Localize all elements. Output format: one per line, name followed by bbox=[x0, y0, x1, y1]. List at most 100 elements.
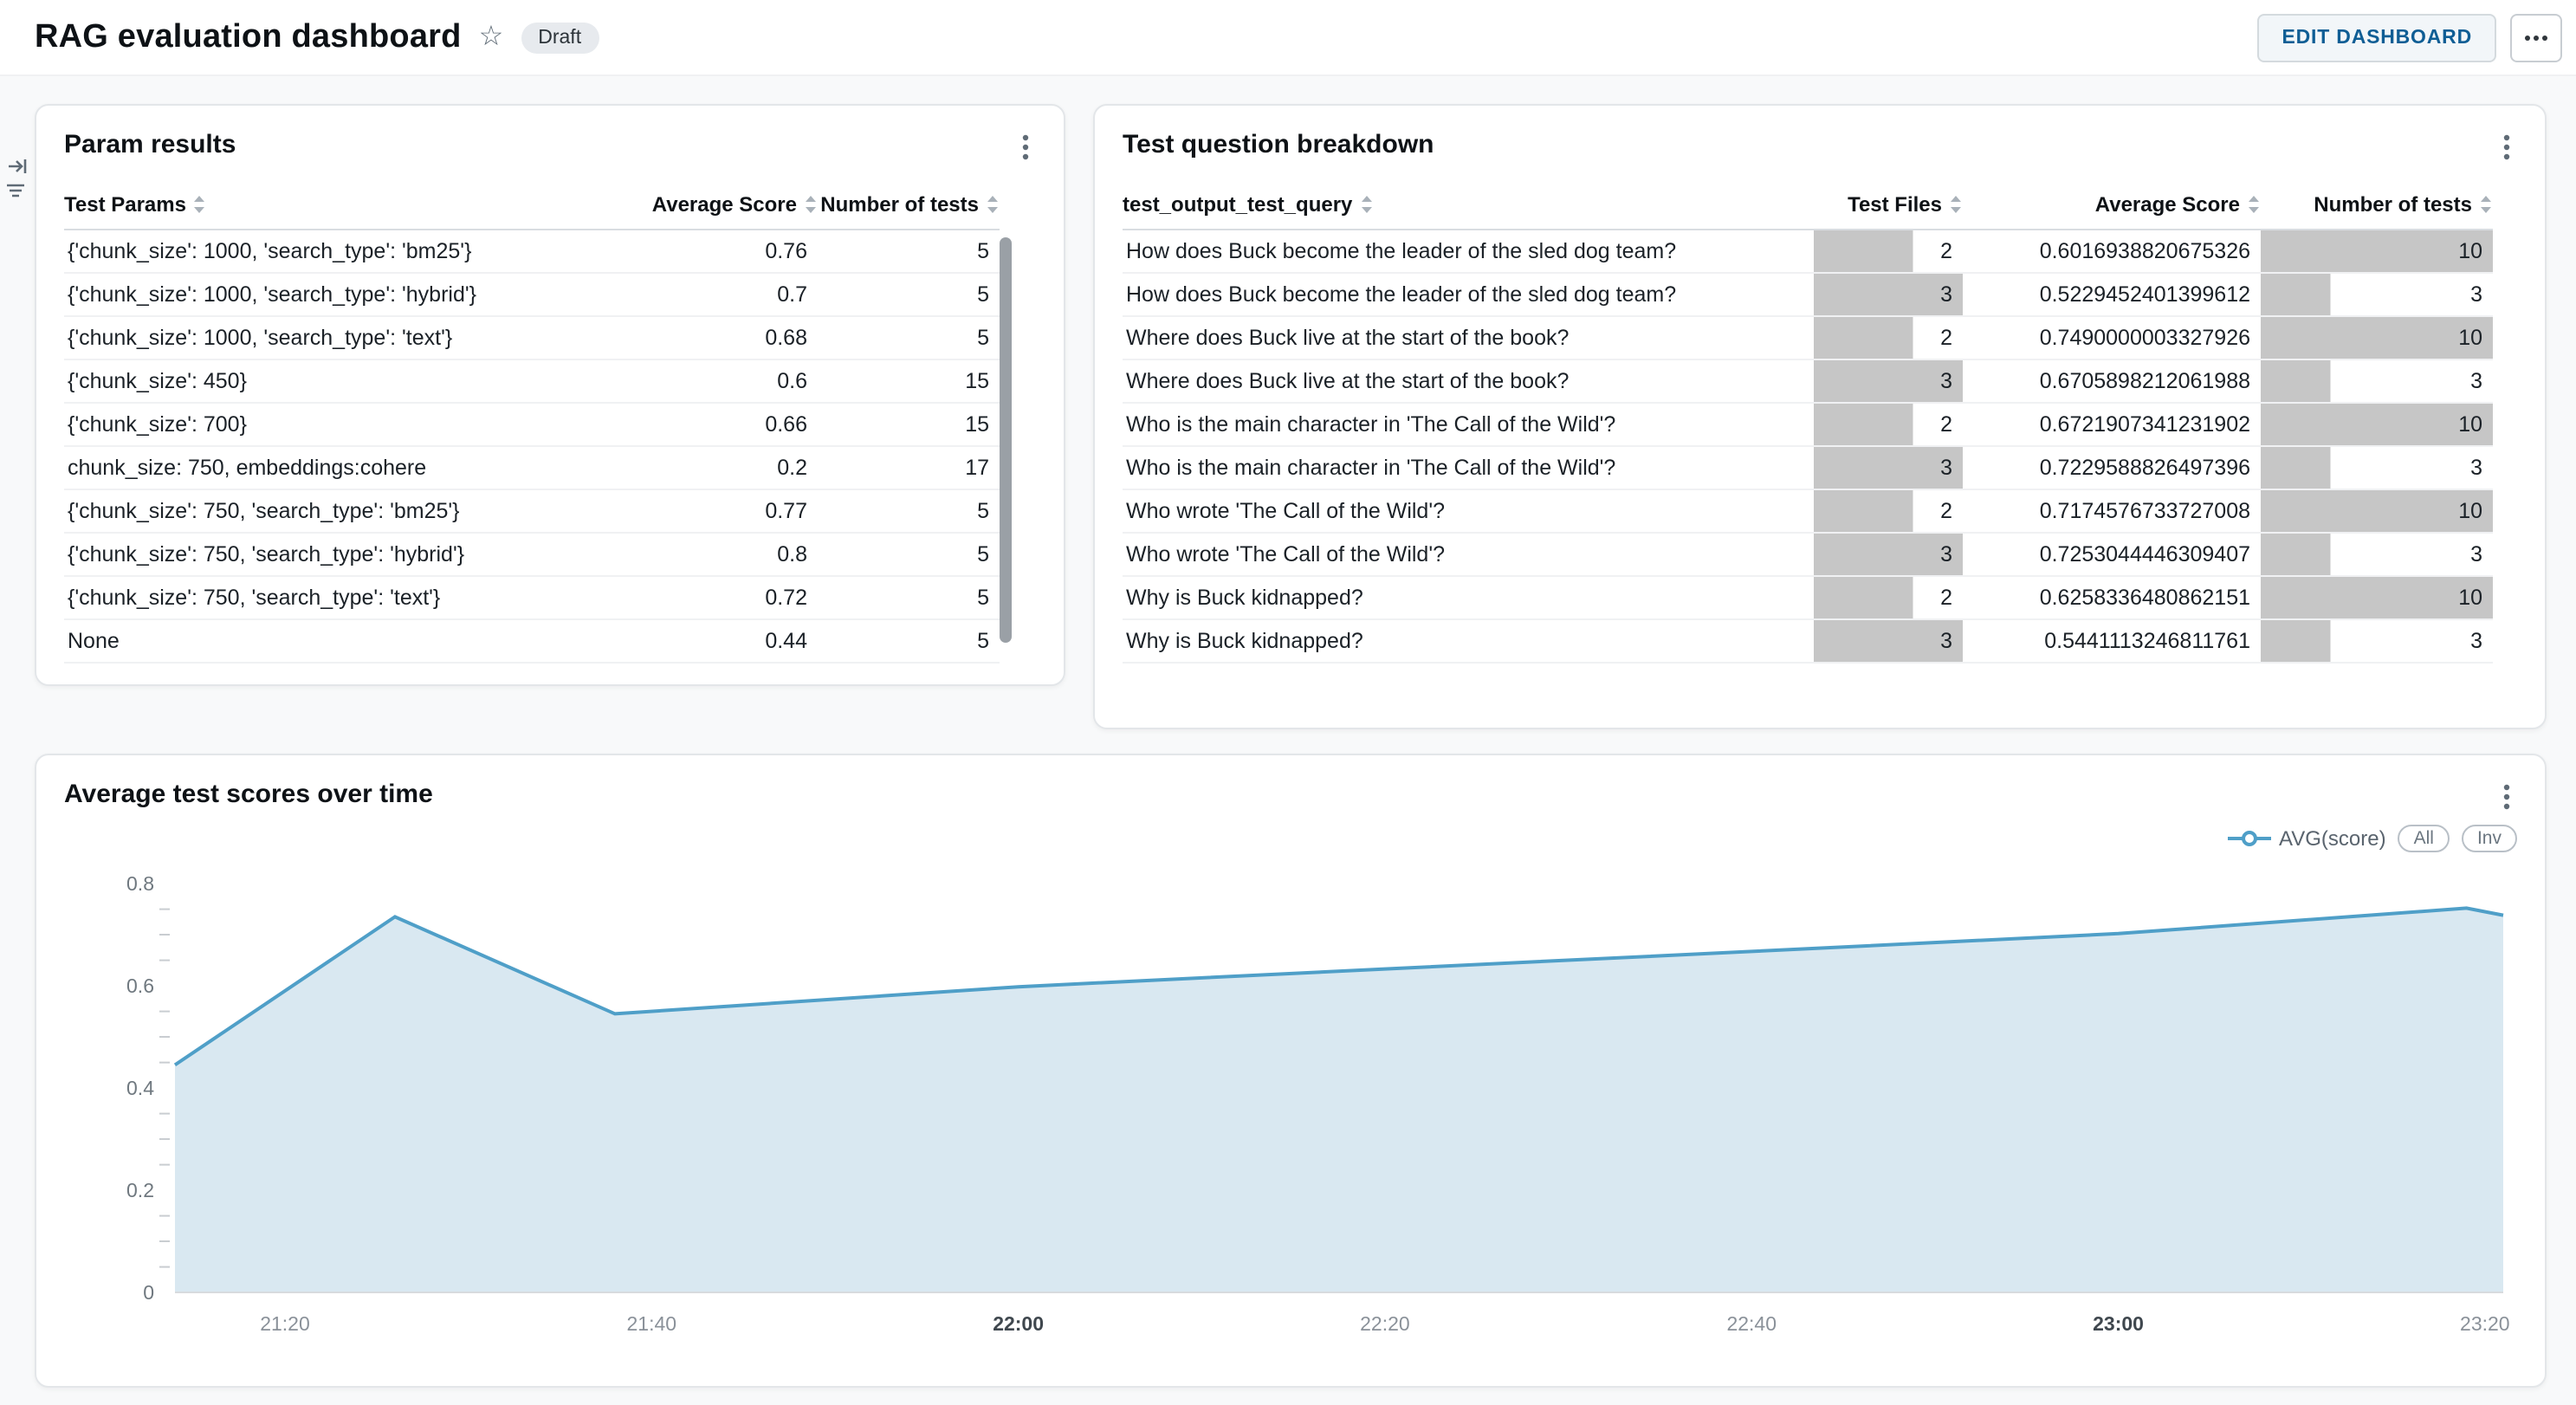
axis-tick-label: 21:20 bbox=[260, 1312, 310, 1335]
table-row: {'chunk_size': 1000, 'search_type': 'hyb… bbox=[64, 274, 1000, 317]
avg-score-cell: 0.7 bbox=[777, 282, 807, 307]
arrow-to-line-icon bbox=[9, 159, 27, 173]
num-tests-cell: 5 bbox=[977, 499, 989, 523]
favorite-star-icon[interactable]: ☆ bbox=[478, 22, 504, 51]
num-tests-cell: 5 bbox=[977, 239, 989, 263]
num-tests-cell: 17 bbox=[965, 456, 989, 480]
chart-area[interactable]: 0 0.2 0.4 0.6 0.8 21:20 21:40 22:00 22:20 22:40 23… bbox=[64, 859, 2517, 1365]
axis-tick-label: 22:40 bbox=[1726, 1312, 1777, 1335]
test-files-cell: 2 bbox=[1814, 404, 1963, 445]
sort-icon[interactable] bbox=[1359, 193, 1373, 214]
column-label: Average Score bbox=[651, 191, 797, 216]
table-body: How does Buck become the leader of the s… bbox=[1123, 230, 2493, 664]
num-tests-cell: 3 bbox=[2261, 360, 2493, 402]
sort-icon[interactable] bbox=[2479, 193, 2493, 214]
column-header-average-score[interactable]: Average Score bbox=[1963, 191, 2261, 216]
axis-tick-label: 23:20 bbox=[2460, 1312, 2510, 1335]
card-menu-button[interactable] bbox=[1015, 130, 1036, 165]
avg-score-cell: 0.5229452401399612 bbox=[2039, 282, 2250, 307]
scores-over-time-card: Average test scores over time AVG(score)… bbox=[35, 754, 2547, 1388]
test-files-cell: 3 bbox=[1814, 534, 1963, 575]
table-row: {'chunk_size': 450} 0.6 15 bbox=[64, 360, 1000, 404]
table-row: {'chunk_size': 1000, 'search_type': 'tex… bbox=[64, 317, 1000, 360]
sort-icon[interactable] bbox=[804, 193, 818, 214]
table-row: {'chunk_size': 750, 'search_type': 'hybr… bbox=[64, 534, 1000, 577]
query-cell: Who wrote 'The Call of the Wild'? bbox=[1126, 499, 1446, 523]
param-cell: {'chunk_size': 1000, 'search_type': 'hyb… bbox=[68, 282, 476, 307]
kebab-menu-icon bbox=[2503, 134, 2510, 160]
column-header-test-params[interactable]: Test Params bbox=[64, 191, 618, 216]
param-cell: {'chunk_size': 700} bbox=[68, 412, 247, 437]
column-header-average-score[interactable]: Average Score bbox=[618, 191, 818, 216]
test-files-cell: 2 bbox=[1814, 230, 1963, 272]
column-label: Test Files bbox=[1848, 191, 1942, 216]
dashboard-header: RAG evaluation dashboard ☆ Draft EDIT DA… bbox=[0, 0, 2576, 76]
test-files-cell: 2 bbox=[1814, 577, 1963, 618]
table-row: {'chunk_size': 700} 0.66 15 bbox=[64, 404, 1000, 447]
param-cell: {'chunk_size': 1000, 'search_type': 'bm2… bbox=[68, 239, 472, 263]
card-menu-button[interactable] bbox=[2496, 780, 2517, 814]
column-label: Test Params bbox=[64, 191, 186, 216]
vertical-scrollbar[interactable] bbox=[1000, 237, 1012, 670]
axis-tick-label: 22:00 bbox=[993, 1312, 1044, 1335]
table-row: How does Buck become the leader of the s… bbox=[1123, 274, 2493, 317]
column-header-number-of-tests[interactable]: Number of tests bbox=[2261, 191, 2493, 216]
query-cell: Why is Buck kidnapped? bbox=[1126, 586, 1363, 610]
table-body: {'chunk_size': 1000, 'search_type': 'bm2… bbox=[64, 230, 1000, 664]
table-row: Where does Buck live at the start of the… bbox=[1123, 317, 2493, 360]
num-tests-cell: 5 bbox=[977, 586, 989, 610]
card-title: Param results bbox=[64, 130, 236, 159]
avg-score-cell: 0.68 bbox=[765, 326, 807, 350]
area-fill bbox=[175, 908, 2503, 1292]
axis-tick-label: 0.2 bbox=[126, 1179, 154, 1201]
test-files-cell: 3 bbox=[1814, 274, 1963, 315]
edit-dashboard-button[interactable]: EDIT DASHBOARD bbox=[2257, 13, 2496, 62]
test-files-cell: 3 bbox=[1814, 360, 1963, 402]
card-title: Test question breakdown bbox=[1123, 130, 1434, 159]
avg-score-cell: 0.7229588826497396 bbox=[2039, 456, 2250, 480]
sort-icon[interactable] bbox=[986, 193, 1000, 214]
kebab-menu-icon bbox=[2503, 784, 2510, 810]
scrollbar-thumb[interactable] bbox=[1000, 237, 1012, 643]
table-row: Why is Buck kidnapped? 3 0.544111324681176… bbox=[1123, 620, 2493, 664]
legend-item-avg-score[interactable]: AVG(score) bbox=[2227, 826, 2386, 851]
question-breakdown-table: test_output_test_query Test Files Averag… bbox=[1123, 178, 2493, 664]
line-chart: 0 0.2 0.4 0.6 0.8 21:20 21:40 22:00 22:20 22:40 23… bbox=[126, 872, 2510, 1335]
table-row: chunk_size: 750, embeddings:cohere 0.2 17 bbox=[64, 447, 1000, 490]
column-header-test-files[interactable]: Test Files bbox=[1814, 191, 1963, 216]
axis-tick-label: 23:00 bbox=[2093, 1312, 2144, 1335]
table-header-row: Test Params Average Score Number of test… bbox=[64, 178, 1000, 230]
table-row: Why is Buck kidnapped? 2 0.625833648086215… bbox=[1123, 577, 2493, 620]
sort-icon[interactable] bbox=[2247, 193, 2261, 214]
legend-label: AVG(score) bbox=[2279, 826, 2386, 851]
num-tests-cell: 10 bbox=[2261, 404, 2493, 445]
param-cell: {'chunk_size': 750, 'search_type': 'hybr… bbox=[68, 542, 465, 567]
legend-select-all-button[interactable]: All bbox=[2398, 825, 2450, 852]
num-tests-cell: 15 bbox=[965, 412, 989, 437]
collapse-panel-button[interactable] bbox=[7, 156, 28, 177]
table-header-row: test_output_test_query Test Files Averag… bbox=[1123, 178, 2493, 230]
more-options-button[interactable] bbox=[2510, 13, 2562, 62]
filters-button[interactable] bbox=[5, 180, 26, 201]
param-cell: None bbox=[68, 629, 120, 653]
table-row: {'chunk_size': 1000, 'search_type': 'bm2… bbox=[64, 230, 1000, 274]
sort-icon[interactable] bbox=[193, 193, 207, 214]
query-cell: Why is Buck kidnapped? bbox=[1126, 629, 1363, 653]
kebab-menu-icon bbox=[1022, 134, 1029, 160]
table-row: Who is the main character in 'The Call o… bbox=[1123, 447, 2493, 490]
table-row: How does Buck become the leader of the s… bbox=[1123, 230, 2493, 274]
param-cell: {'chunk_size': 750, 'search_type': 'text… bbox=[68, 586, 441, 610]
num-tests-cell: 3 bbox=[2261, 620, 2493, 662]
sort-icon[interactable] bbox=[1949, 193, 1963, 214]
query-cell: Where does Buck live at the start of the… bbox=[1126, 326, 1570, 350]
column-label: Number of tests bbox=[820, 191, 979, 216]
num-tests-cell: 10 bbox=[2261, 577, 2493, 618]
column-label: Average Score bbox=[2094, 191, 2240, 216]
column-header-number-of-tests[interactable]: Number of tests bbox=[818, 191, 1000, 216]
num-tests-cell: 5 bbox=[977, 629, 989, 653]
legend-select-inverse-button[interactable]: Inv bbox=[2461, 825, 2517, 852]
column-header-test-query[interactable]: test_output_test_query bbox=[1123, 191, 1814, 216]
card-menu-button[interactable] bbox=[2496, 130, 2517, 165]
axis-tick-label: 0.4 bbox=[126, 1077, 154, 1099]
